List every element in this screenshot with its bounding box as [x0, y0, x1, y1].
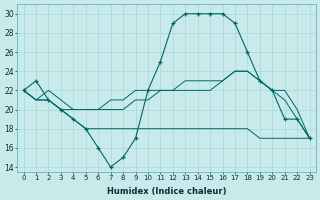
- X-axis label: Humidex (Indice chaleur): Humidex (Indice chaleur): [107, 187, 226, 196]
